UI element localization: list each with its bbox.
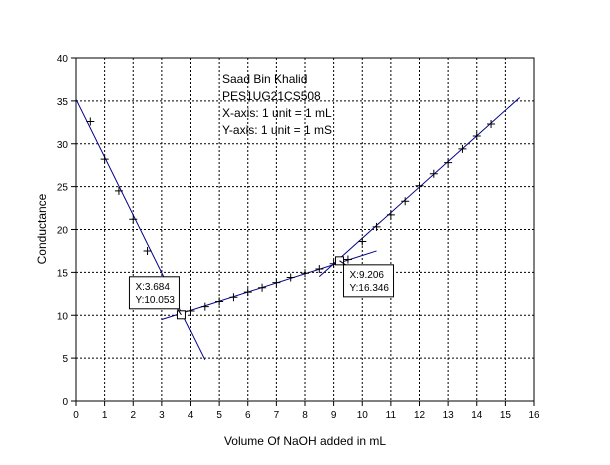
data-point [472, 132, 481, 141]
x-tick-label: 3 [159, 410, 165, 421]
data-point-layer [86, 117, 496, 315]
data-point [258, 283, 267, 292]
annotation-line: Saad Bin Khalid [222, 72, 307, 86]
x-tick-label: 13 [443, 410, 455, 421]
data-point [429, 169, 438, 178]
datatip-y-label: Y:16.346 [350, 283, 390, 294]
data-point [487, 120, 496, 129]
datatip-layer: X:3.684 Y:10.053 X:9.206 Y:16.346 [128, 256, 395, 320]
y-tick-label: 25 [57, 183, 69, 194]
x-tick-label: 6 [245, 410, 251, 421]
datatip-x-label: X:3.684 [135, 282, 170, 293]
data-point [114, 186, 123, 195]
data-point [444, 158, 453, 167]
data-point [343, 255, 352, 264]
datatip-x-label: X:9.206 [350, 270, 385, 281]
y-tick-label: 5 [62, 354, 68, 365]
data-point [200, 302, 209, 311]
x-tick-label: 1 [102, 410, 108, 421]
annotation-line: X-axis: 1 unit = 1 mL [222, 106, 332, 120]
y-tick-label: 20 [57, 226, 69, 237]
data-point [143, 246, 152, 255]
y-axis-label: Conductance [35, 193, 49, 264]
annotation-layer: Saad Bin Khalid PES1UG21CS508 X-axis: 1 un… [222, 72, 332, 137]
data-point [301, 269, 309, 278]
x-tick-label: 16 [528, 410, 540, 421]
y-tick-label: 40 [57, 54, 69, 65]
data-point [215, 297, 224, 306]
data-point [272, 278, 281, 287]
y-tick-label: 15 [57, 268, 69, 279]
data-point [358, 237, 367, 246]
data-point [372, 222, 381, 231]
x-tick-label: 14 [471, 410, 483, 421]
data-point [315, 264, 324, 273]
data-point [286, 273, 295, 282]
x-tick-label: 9 [331, 410, 337, 421]
x-tick-label: 5 [216, 410, 222, 421]
y-tick-label: 30 [57, 140, 69, 151]
data-point [229, 293, 238, 302]
data-point [243, 288, 252, 297]
data-point [458, 144, 467, 153]
x-axis-label: Volume Of NaOH added in mL [224, 434, 386, 448]
y-tick-label: 35 [57, 97, 69, 108]
x-tick-label: 12 [414, 410, 426, 421]
data-point [401, 197, 410, 206]
x-tick-label: 10 [357, 410, 369, 421]
x-tick-label: 2 [130, 410, 136, 421]
datatip-box [343, 264, 395, 298]
data-point [129, 215, 138, 224]
data-point [186, 306, 195, 315]
data-point [100, 155, 109, 164]
datatip-y-label: Y:10.053 [135, 295, 175, 306]
data-point [86, 117, 95, 126]
data-point [386, 210, 395, 219]
data-point [415, 181, 424, 190]
x-tick-label: 7 [274, 410, 280, 421]
x-tick-label: 0 [73, 410, 79, 421]
datatip-box [128, 276, 180, 310]
x-tick-label: 15 [500, 410, 512, 421]
x-tick-label: 11 [386, 410, 397, 421]
y-tick-label: 10 [57, 311, 69, 322]
y-tick-label: 0 [62, 397, 68, 408]
annotation-line: PES1UG21CS508 [222, 89, 321, 103]
datatip-connector [177, 308, 182, 316]
x-tick-label: 8 [302, 410, 308, 421]
annotation-line: Y-axis: 1 unit = 1 mS [222, 123, 332, 137]
datatip-connector [339, 260, 346, 266]
x-tick-label: 4 [188, 410, 194, 421]
